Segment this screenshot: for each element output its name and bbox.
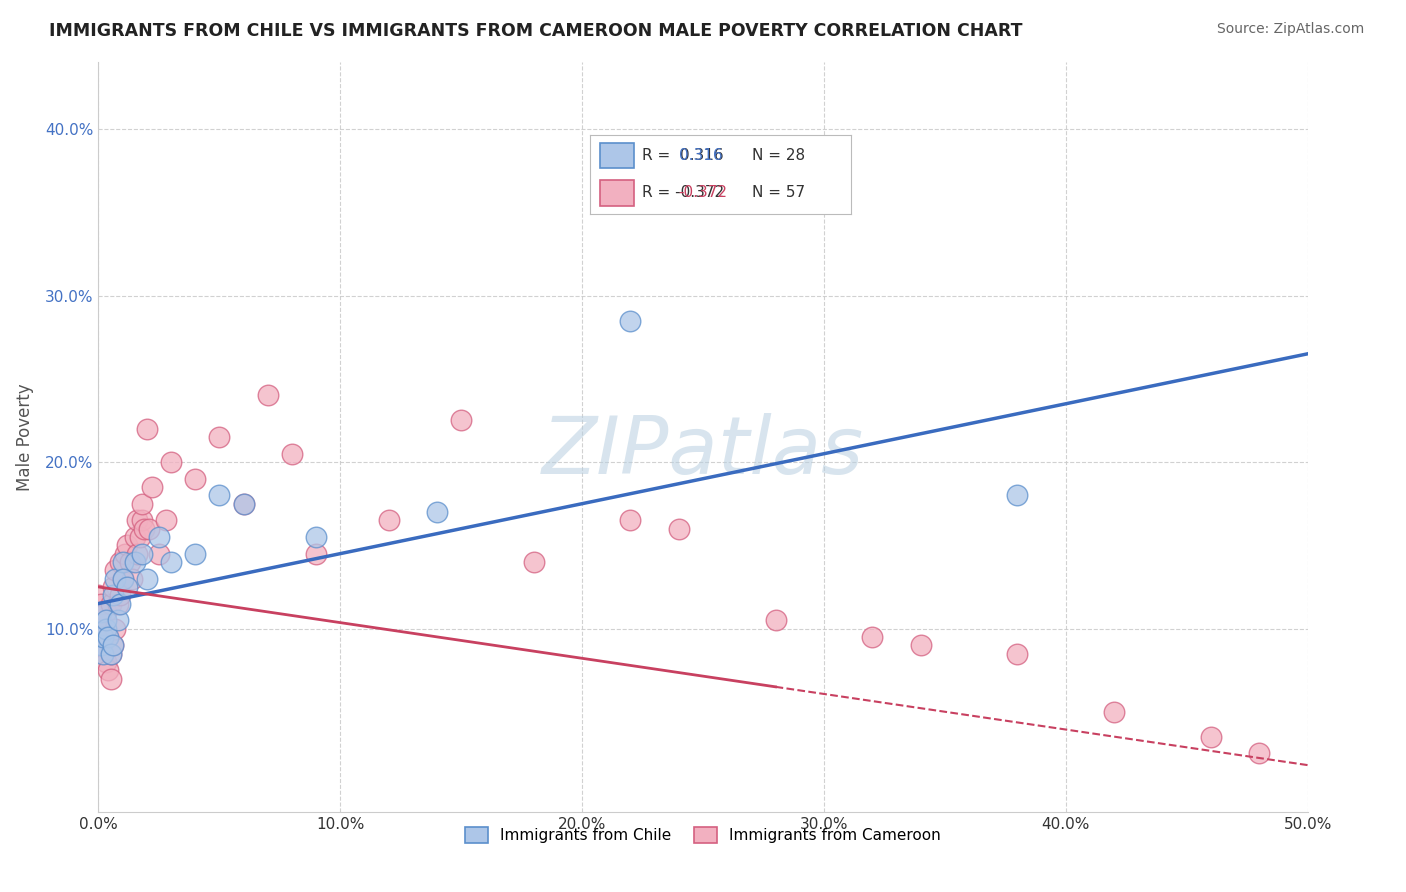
Point [90, 597, 112, 611]
Point [121, 572, 143, 586]
Point [91, 647, 114, 661]
Point [232, 497, 254, 511]
Point [90, 605, 112, 619]
Point [141, 480, 163, 494]
Point [90, 638, 112, 652]
Point [124, 530, 146, 544]
Point [108, 555, 131, 569]
Point [90, 613, 112, 627]
Point [91, 630, 114, 644]
Y-axis label: Male Poverty: Male Poverty [15, 384, 34, 491]
Point [619, 313, 641, 327]
Legend: Immigrants from Chile, Immigrants from Cameroon: Immigrants from Chile, Immigrants from C… [458, 821, 948, 849]
Point [619, 513, 641, 527]
Point [87, 622, 110, 636]
Bar [600, 180, 634, 205]
Point [184, 547, 207, 561]
Point [208, 488, 231, 502]
Point [160, 555, 183, 569]
Point [127, 513, 149, 527]
Point [1007, 647, 1029, 661]
Point [101, 588, 124, 602]
Point [910, 638, 932, 652]
Point [1249, 747, 1271, 761]
Point [860, 630, 883, 644]
Point [100, 647, 122, 661]
Point [232, 497, 254, 511]
Point [134, 522, 156, 536]
Point [138, 522, 160, 536]
Point [184, 472, 207, 486]
Point [1199, 730, 1222, 744]
Point [1102, 705, 1125, 719]
Point [131, 497, 153, 511]
Point [107, 613, 129, 627]
Point [124, 555, 146, 569]
Point [765, 613, 787, 627]
Point [94, 605, 117, 619]
Bar [600, 144, 634, 169]
Point [108, 597, 131, 611]
Point [114, 547, 136, 561]
Point [111, 572, 134, 586]
Point [101, 638, 124, 652]
Point [101, 638, 124, 652]
Point [100, 647, 122, 661]
Text: R = -0.372: R = -0.372 [643, 186, 724, 201]
Point [97, 663, 120, 677]
Point [135, 572, 157, 586]
Point [104, 563, 127, 577]
Point [101, 580, 124, 594]
Text: R =  0.316: R = 0.316 [643, 148, 724, 163]
Point [208, 430, 231, 444]
Point [155, 513, 177, 527]
Point [97, 630, 120, 644]
Point [111, 572, 134, 586]
Point [94, 613, 117, 627]
Point [377, 513, 399, 527]
Point [91, 647, 114, 661]
Point [108, 588, 131, 602]
Text: 0.316: 0.316 [679, 148, 723, 163]
Point [118, 555, 141, 569]
Point [87, 588, 110, 602]
Text: N = 57: N = 57 [752, 186, 806, 201]
Point [305, 547, 328, 561]
Point [450, 413, 472, 427]
Text: N = 28: N = 28 [752, 148, 806, 163]
Point [100, 597, 122, 611]
Point [94, 622, 117, 636]
Point [148, 530, 170, 544]
Point [94, 655, 117, 669]
Point [131, 513, 153, 527]
Text: IMMIGRANTS FROM CHILE VS IMMIGRANTS FROM CAMEROON MALE POVERTY CORRELATION CHART: IMMIGRANTS FROM CHILE VS IMMIGRANTS FROM… [49, 22, 1022, 40]
Point [100, 672, 122, 686]
Point [305, 530, 328, 544]
Point [111, 555, 134, 569]
Point [90, 638, 112, 652]
Point [117, 538, 139, 552]
Point [426, 505, 449, 519]
Point [91, 630, 114, 644]
Point [135, 422, 157, 436]
Point [160, 455, 183, 469]
Point [104, 572, 127, 586]
Point [131, 547, 153, 561]
Point [523, 555, 546, 569]
Point [128, 530, 150, 544]
Point [1007, 488, 1029, 502]
Point [127, 547, 149, 561]
Point [148, 547, 170, 561]
Point [668, 522, 690, 536]
Point [107, 597, 129, 611]
Point [104, 622, 127, 636]
Point [281, 447, 304, 461]
Text: ZIPatlas: ZIPatlas [541, 413, 865, 491]
Text: Source: ZipAtlas.com: Source: ZipAtlas.com [1216, 22, 1364, 37]
Text: -0.372: -0.372 [679, 186, 728, 201]
Point [256, 388, 278, 402]
Point [97, 630, 120, 644]
Point [117, 580, 139, 594]
